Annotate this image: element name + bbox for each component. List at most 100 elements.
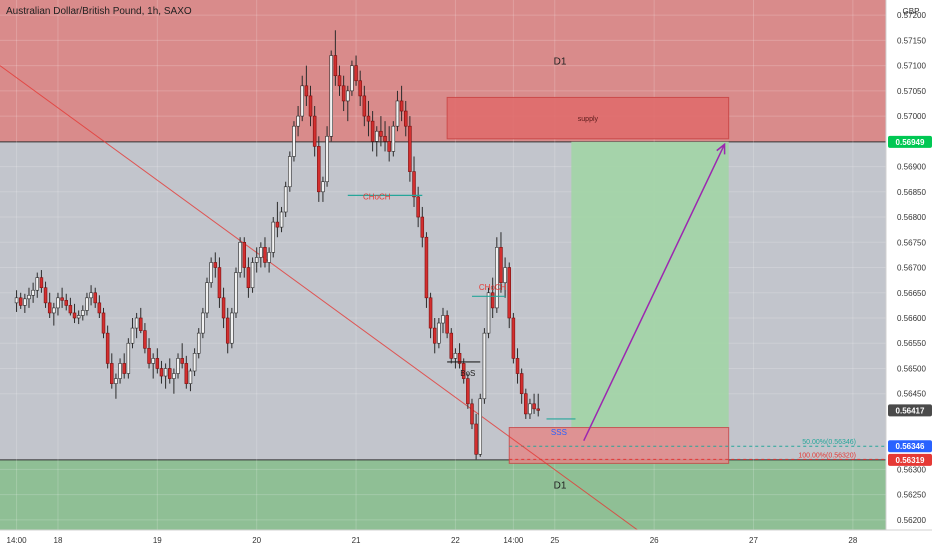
candle-down [536,408,540,411]
candle-up [495,247,499,309]
candle-up [437,322,441,344]
candle-down [68,305,73,314]
candle-up [89,292,93,299]
fib-level-label: 100.00%(0.56320) [798,452,856,459]
candle-down [167,368,172,379]
price-tag-label: 0.56949 [896,138,925,147]
y-tick-label: 0.56200 [897,516,926,525]
candle-down [449,332,454,359]
candle-up [134,317,139,329]
trendline [0,65,638,531]
candle-down [461,363,466,379]
y-tick-label: 0.56250 [897,491,926,500]
x-tick-label: 14:00 [7,536,28,545]
y-tick-label: 0.56450 [897,390,926,399]
candle-down [366,115,371,122]
candle-down [317,146,321,193]
candle-down [524,393,528,415]
candle-down [383,135,387,142]
candle-down [225,317,230,344]
projection-arrow-line [583,144,726,441]
x-tick-label: 28 [848,536,857,545]
candle-up [453,353,458,359]
y-tick-label: 0.56300 [897,465,926,474]
candle-down [143,330,147,349]
candle-up [267,252,271,263]
candle-up [350,65,354,92]
candle-down [180,358,184,364]
y-tick-label: 0.56900 [897,163,926,172]
candle-down [511,317,516,359]
candle-up [31,289,35,296]
candle-up [151,358,155,364]
candle-up [259,247,263,258]
candle-down [242,241,247,268]
candle-down [101,312,106,334]
candle-up [192,353,197,372]
candle-down [184,363,189,384]
candle-down [457,353,462,364]
candle-down [60,297,64,301]
candle-up [188,370,193,384]
candle-down [159,368,164,377]
candle-up [441,315,445,324]
candle-down [432,327,437,344]
candle-up [321,181,325,193]
candle-down [43,287,48,304]
x-tick-label: 25 [550,536,559,545]
candle-up [14,297,19,304]
time-axis-panel [0,530,932,550]
candle-down [428,297,433,329]
candle-down [445,315,449,334]
candle-down [354,65,358,82]
candle-up [283,186,288,213]
candle-up [391,125,396,152]
candle-down [403,110,408,127]
y-tick-label: 0.56850 [897,188,926,197]
candle-down [72,312,77,319]
price-tag [888,440,932,453]
price-tag-label: 0.56319 [896,456,925,465]
candle-down [499,247,503,283]
y-tick-label: 0.56650 [897,289,926,298]
candle-down [416,196,420,218]
y-tick-label: 0.56550 [897,339,926,348]
candle-up [118,363,122,379]
candle-up [325,135,329,183]
candle-up [486,292,491,334]
candle-down [308,95,313,117]
candle-down [370,120,375,142]
candle-down [155,358,160,369]
candle-down [93,292,97,304]
y-tick-label: 0.56800 [897,213,926,222]
candle-up [234,272,238,314]
x-tick-label: 19 [153,536,162,545]
candle-down [64,300,68,306]
candle-down [341,85,346,102]
candle-up [56,297,60,309]
candle-up [482,332,487,400]
candle-down [490,292,495,309]
candle-up [85,297,89,311]
candle-up [126,342,131,374]
candle-down [470,403,474,425]
candle-up [375,130,379,142]
price-tag [888,404,932,417]
candle-down [420,216,425,238]
x-tick-label: 14:00 [503,536,524,545]
candle-up [205,282,209,314]
candle-down [399,100,404,112]
candle-up [81,310,85,316]
candle-up [238,241,242,273]
candle-up [528,403,532,415]
candle-down [246,267,251,289]
y-tick-label: 0.57100 [897,62,926,71]
candle-down [147,347,151,364]
y-tick-label: 0.57200 [897,11,926,20]
x-tick-label: 18 [54,536,63,545]
y-tick-label: 0.56500 [897,364,926,373]
candle-down [337,75,342,87]
d1-demand-zone [0,459,886,530]
candle-down [333,55,338,77]
